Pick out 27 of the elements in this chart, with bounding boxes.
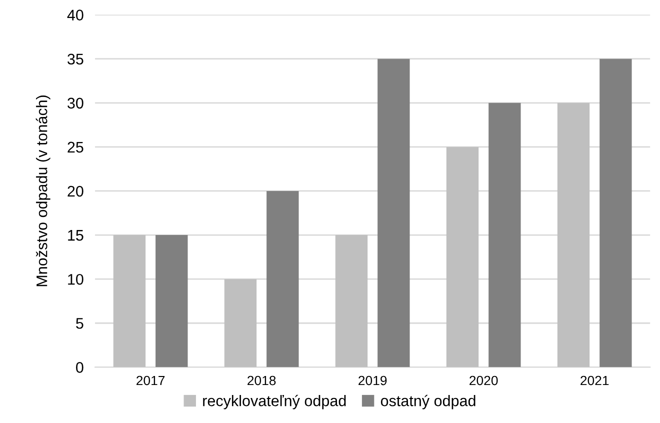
x-tick-label: 2018 xyxy=(248,376,276,386)
bar xyxy=(557,102,590,368)
bar xyxy=(335,235,368,368)
y-axis-title: Množstvo odpadu (v tonách) xyxy=(36,96,50,286)
y-tick-label: 5 xyxy=(76,318,84,329)
y-tick-label: 10 xyxy=(68,274,84,285)
y-tick-label: 40 xyxy=(67,10,84,20)
y-tick-label: 30 xyxy=(68,98,84,109)
legend-label: ostatný odpad xyxy=(380,394,476,410)
y-tick-label: 15 xyxy=(68,230,84,241)
legend-label: recyklovateľný odpad xyxy=(203,394,346,410)
bar xyxy=(113,235,146,368)
bar xyxy=(156,235,188,368)
bar xyxy=(378,58,410,368)
x-tick-label: 2021 xyxy=(580,376,609,386)
bar xyxy=(446,146,479,368)
y-tick-label: 25 xyxy=(68,142,84,153)
x-tick-label: 2020 xyxy=(470,376,498,386)
y-tick-label: 35 xyxy=(68,54,84,65)
x-tick-label: 2017 xyxy=(136,376,165,386)
bar xyxy=(224,279,257,368)
bar xyxy=(600,58,632,368)
bar xyxy=(266,190,299,368)
y-tick-label: 20 xyxy=(68,186,84,197)
bar xyxy=(488,102,521,368)
x-tick-label: 2019 xyxy=(358,376,387,386)
y-tick-label: 0 xyxy=(76,362,84,373)
